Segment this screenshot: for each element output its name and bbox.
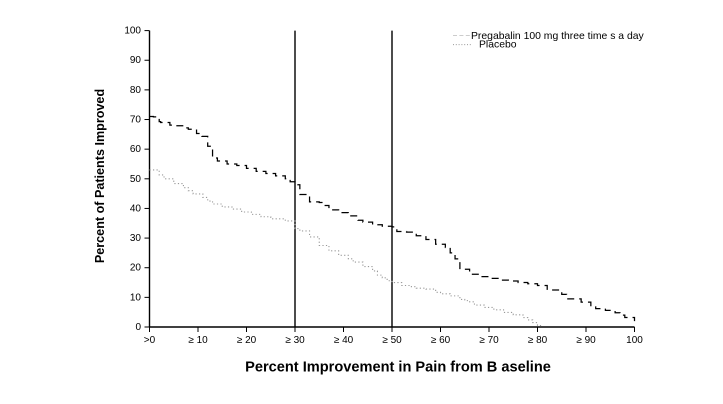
svg-text:100: 100 bbox=[124, 26, 141, 37]
svg-text:≥ 50: ≥ 50 bbox=[382, 335, 402, 346]
svg-text:50: 50 bbox=[130, 174, 142, 185]
svg-text:≥ 20: ≥ 20 bbox=[237, 335, 257, 346]
svg-text:70: 70 bbox=[130, 115, 142, 126]
svg-text:Placebo: Placebo bbox=[479, 39, 517, 50]
svg-text:Percent Improvement in Pain fr: Percent Improvement in Pain from B aseli… bbox=[245, 360, 551, 376]
svg-text:30: 30 bbox=[130, 233, 142, 244]
svg-text:≥ 10: ≥ 10 bbox=[188, 335, 208, 346]
svg-text:≥ 60: ≥ 60 bbox=[431, 335, 451, 346]
svg-text:40: 40 bbox=[130, 203, 142, 214]
svg-text:≥ 30: ≥ 30 bbox=[285, 335, 305, 346]
svg-text:≥ 70: ≥ 70 bbox=[479, 335, 499, 346]
svg-text:10: 10 bbox=[130, 292, 142, 303]
svg-text:Percent of Patients Improved: Percent of Patients Improved bbox=[93, 89, 107, 263]
svg-text:≥ 90: ≥ 90 bbox=[576, 335, 596, 346]
svg-text:60: 60 bbox=[130, 144, 142, 155]
svg-text:≥ 40: ≥ 40 bbox=[334, 335, 354, 346]
svg-text:≥ 80: ≥ 80 bbox=[528, 335, 548, 346]
svg-text:>0: >0 bbox=[144, 335, 156, 346]
svg-text:80: 80 bbox=[130, 85, 142, 96]
svg-text:0: 0 bbox=[135, 322, 141, 333]
svg-text:100: 100 bbox=[626, 335, 643, 346]
svg-text:20: 20 bbox=[130, 263, 142, 274]
svg-text:90: 90 bbox=[130, 55, 142, 66]
